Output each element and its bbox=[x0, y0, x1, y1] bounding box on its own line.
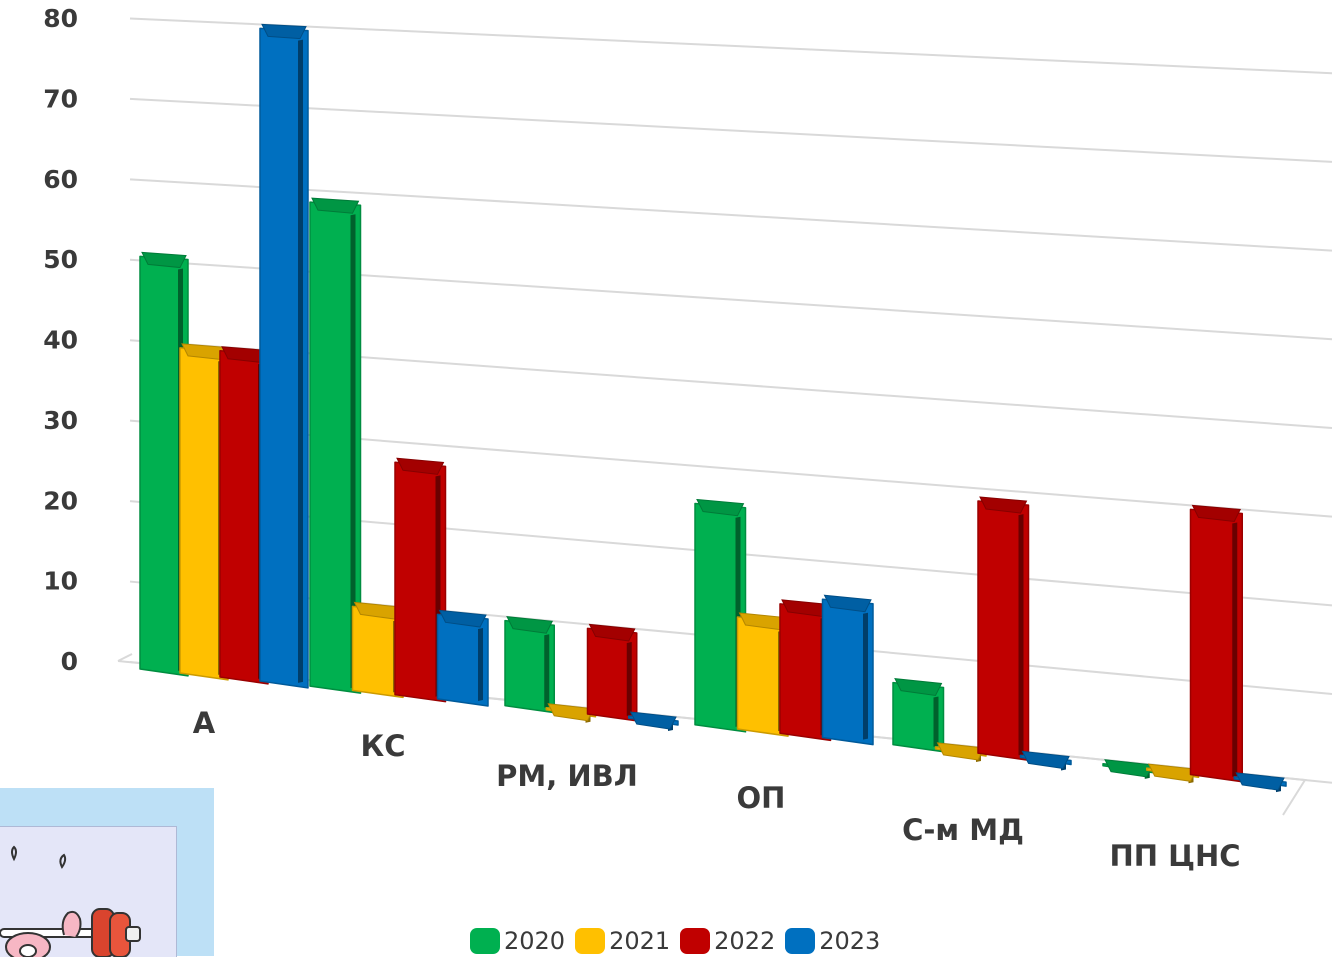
bar-shadow bbox=[298, 39, 303, 683]
y-tick-label: 60 bbox=[43, 165, 78, 194]
legend-label: 2020 bbox=[504, 927, 566, 955]
bar-2022-2 bbox=[586, 623, 638, 722]
legend: 2020 2021 2022 2023 bbox=[470, 926, 884, 956]
x-category-label: РМ, ИВЛ bbox=[496, 759, 638, 793]
bar-2023-3 bbox=[821, 594, 874, 746]
bar-2020-2 bbox=[504, 616, 555, 714]
bar-2023-2 bbox=[628, 711, 679, 732]
bar-shadow bbox=[1018, 514, 1024, 756]
bar-2023-4 bbox=[1019, 750, 1072, 771]
bar-cap bbox=[396, 457, 445, 475]
gridline bbox=[129, 97, 1332, 163]
x-category-label: КС bbox=[361, 729, 406, 763]
cartoon-panel bbox=[0, 826, 177, 957]
x-category-label: А bbox=[193, 706, 216, 740]
bar-cap bbox=[438, 609, 487, 628]
y-tick-label: 40 bbox=[43, 326, 78, 355]
y-tick-label: 10 bbox=[43, 567, 78, 596]
bar-shadow bbox=[933, 696, 939, 747]
y-tick-label: 80 bbox=[43, 4, 78, 33]
y-axis: 0 10 20 30 40 50 60 70 80 bbox=[43, 4, 78, 676]
bar-2020-1 bbox=[309, 197, 362, 694]
legend-item-2021: 2021 bbox=[575, 927, 670, 955]
bar-shadow bbox=[478, 628, 483, 701]
bar-2023-0 bbox=[259, 23, 309, 689]
y-tick-label: 30 bbox=[43, 406, 78, 435]
bar-cap bbox=[696, 498, 745, 517]
bar-shadow bbox=[863, 612, 868, 740]
legend-swatch-2023 bbox=[785, 928, 816, 954]
bar-cap bbox=[1235, 772, 1285, 791]
x-category-label: С-м МД bbox=[902, 813, 1024, 847]
legend-swatch-2022 bbox=[680, 928, 711, 954]
legend-item-2022: 2022 bbox=[680, 927, 775, 955]
bar-shadow bbox=[626, 641, 632, 716]
bar-2021-4 bbox=[934, 742, 987, 762]
axis-corner bbox=[117, 653, 133, 662]
bar-cap bbox=[588, 623, 636, 642]
x-category-labels: А КС РМ, ИВЛ ОП С-м МД ПП ЦНС bbox=[193, 706, 1241, 873]
bar-cap bbox=[629, 711, 677, 730]
legend-swatch-2021 bbox=[575, 928, 606, 954]
bar-shadow bbox=[350, 214, 356, 689]
bar-2022-5 bbox=[1189, 504, 1243, 783]
legend-swatch-2020 bbox=[470, 928, 500, 954]
bar-cap bbox=[823, 594, 872, 613]
bar-cap bbox=[1021, 750, 1070, 770]
weightlifting-brain-cartoon-icon bbox=[0, 788, 214, 957]
bar-2020-4 bbox=[892, 678, 945, 753]
bar-cap bbox=[506, 616, 554, 634]
bar-2022-4 bbox=[977, 496, 1030, 761]
bar-cap bbox=[141, 251, 187, 269]
bar-2021-5 bbox=[1146, 763, 1200, 784]
bar-2021-2 bbox=[545, 703, 597, 723]
bar-cap bbox=[1147, 763, 1198, 782]
bars bbox=[139, 23, 1287, 793]
bar-shadow bbox=[1232, 522, 1238, 777]
y-tick-label: 0 bbox=[61, 647, 78, 676]
legend-label: 2021 bbox=[609, 927, 671, 955]
y-tick-label: 70 bbox=[43, 84, 78, 113]
legend-item-2020: 2020 bbox=[470, 927, 565, 955]
bar-cap bbox=[1191, 504, 1242, 523]
bar-2023-5 bbox=[1233, 772, 1287, 793]
legend-label: 2022 bbox=[714, 927, 776, 955]
gridline bbox=[129, 178, 1332, 252]
bar-cap bbox=[547, 703, 595, 722]
bar-2023-1 bbox=[436, 609, 489, 707]
bar-cap bbox=[1104, 759, 1154, 778]
gridline bbox=[129, 17, 1332, 75]
y-tick-label: 20 bbox=[43, 486, 78, 515]
bar-cap bbox=[311, 197, 360, 214]
bar-cap bbox=[894, 678, 943, 697]
bar-cap bbox=[936, 742, 985, 761]
x-category-label: ОП bbox=[737, 781, 786, 815]
y-tick-label: 50 bbox=[43, 245, 78, 274]
legend-item-2023: 2023 bbox=[785, 927, 880, 955]
bar-shadow bbox=[544, 634, 550, 708]
bar-cap bbox=[261, 23, 307, 40]
legend-label: 2023 bbox=[819, 927, 881, 955]
bar-cap bbox=[979, 496, 1028, 514]
cartoon-drawing-icon bbox=[0, 845, 141, 957]
x-category-label: ПП ЦНС bbox=[1109, 839, 1240, 873]
